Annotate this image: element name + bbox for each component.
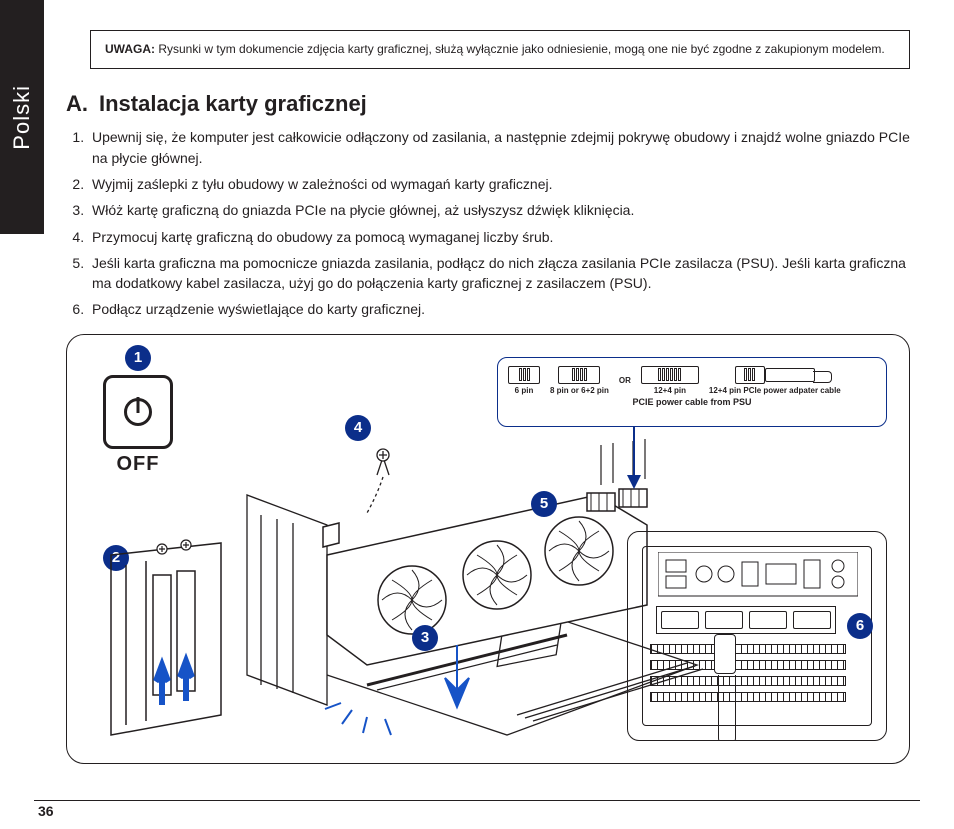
step-1: Upewnij się, że komputer jest całkowicie…	[88, 127, 910, 168]
step-2: Wyjmij zaślepki z tyłu obudowy w zależno…	[88, 174, 910, 194]
step-3: Włóż kartę graficzną do gniazda PCIe na …	[88, 200, 910, 220]
step-4: Przymocuj kartę graficzną do obudowy za …	[88, 227, 910, 247]
note-text: Rysunki w tym dokumencie zdjęcia karty g…	[158, 42, 884, 56]
language-tab: Polski	[0, 0, 44, 234]
install-diagram: 1 OFF 2	[66, 334, 910, 764]
language-tab-label: Polski	[9, 85, 35, 150]
callout-1: 1	[125, 345, 151, 371]
install-steps: Upewnij się, że komputer jest całkowicie…	[88, 127, 910, 319]
display-cable-icon	[714, 634, 736, 674]
legend-12pin: 12+4 pin	[654, 386, 686, 395]
page-number: 36	[38, 803, 54, 819]
note-label: UWAGA:	[105, 42, 155, 56]
legend-row: 6 pin 8 pin or 6+2 pin OR 12+4 pin 12+4 …	[508, 366, 876, 395]
page-content: UWAGA: Rysunki w tym dokumencie zdjęcia …	[0, 0, 954, 764]
off-label: OFF	[103, 453, 173, 476]
legend-6pin: 6 pin	[515, 386, 534, 395]
motherboard-io-icon	[658, 552, 858, 598]
legend-adapter: 12+4 pin PCIe power adpater cable	[709, 386, 841, 395]
power-cable-legend: 6 pin 8 pin or 6+2 pin OR 12+4 pin 12+4 …	[497, 357, 887, 427]
legend-or: OR	[619, 376, 631, 385]
section-heading: A. Instalacja karty graficznej	[66, 91, 910, 117]
footer-rule	[34, 800, 920, 801]
case-back-panel	[627, 531, 887, 741]
callout-6: 6	[847, 613, 873, 639]
gpu-io-plate	[656, 606, 836, 634]
note-box: UWAGA: Rysunki w tym dokumencie zdjęcia …	[90, 30, 910, 69]
legend-8pin: 8 pin or 6+2 pin	[550, 386, 609, 395]
step-6: Podłącz urządzenie wyświetlające do kart…	[88, 299, 910, 319]
legend-arrow-icon	[619, 427, 649, 497]
power-icon	[124, 398, 152, 426]
legend-caption: PCIE power cable from PSU	[508, 397, 876, 407]
step-5: Jeśli karta graficzna ma pomocnicze gnia…	[88, 253, 910, 294]
callout-5: 5	[531, 491, 557, 517]
power-button-icon	[103, 375, 173, 449]
callout-3: 3	[412, 625, 438, 651]
callout-4: 4	[345, 415, 371, 441]
